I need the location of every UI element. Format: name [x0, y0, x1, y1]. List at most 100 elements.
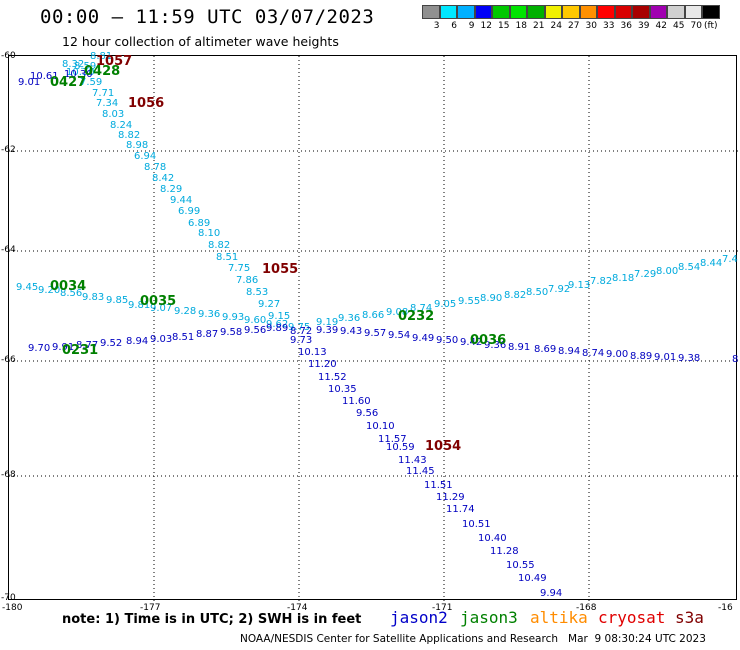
lower-track-swh-value: 8.94	[558, 346, 581, 357]
color-scale-label: 18	[515, 21, 527, 31]
upper-track-swh-value: 8.56	[60, 288, 83, 299]
jason-swh-value: 11.52	[318, 372, 347, 383]
s3a-swh-value: 10.30	[66, 67, 95, 78]
lower-track-swh-value: 9.52	[100, 338, 123, 349]
legend-altika: altika	[530, 608, 588, 627]
color-scale-label: 24	[550, 21, 562, 31]
upper-track-swh-value: 8.66	[362, 310, 385, 321]
color-scale-label: 45	[673, 21, 685, 31]
upper-track-swh-value: 7.82	[590, 276, 613, 287]
jason-swh-value: 11.43	[398, 455, 427, 466]
color-scale-swatch	[509, 5, 527, 19]
upper-track-swh-value: 9.05	[434, 299, 457, 310]
lower-track-swh-value: 9.03	[150, 334, 173, 345]
longitude-tick-label: -174	[287, 603, 308, 613]
legend-jason3: jason3	[460, 608, 518, 627]
lower-track-swh-value: 8.69	[534, 344, 557, 355]
color-scale-label: 6	[451, 21, 457, 31]
s3a-swh-value: 8.24	[110, 120, 133, 131]
upper-track-swh-value: 9.36	[198, 309, 221, 320]
lower-track-swh-value: 8.77	[76, 340, 99, 351]
s3a-swh-value: 8.32	[62, 59, 85, 70]
footer-credit: NOAA/NESDIS Center for Satellite Applica…	[240, 633, 706, 645]
color-scale-label: 9	[468, 21, 475, 31]
jason-swh-value: 9.73	[290, 335, 313, 346]
jason-swh-value: 10.51	[462, 519, 491, 530]
lower-track-swh-value: 9.50	[436, 335, 459, 346]
color-scale-unit: (ft)	[704, 21, 718, 31]
s3a-swh-value: 8.59	[74, 61, 97, 72]
upper-track-swh-value: 9.60	[244, 315, 267, 326]
map-title: 00:00 – 11:59 UTC 03/07/2023	[40, 6, 375, 28]
upper-track-swh-value: 7.92	[548, 284, 571, 295]
jason-swh-value: 9.94	[540, 588, 563, 599]
pass-time-1054: 1054	[425, 439, 462, 454]
jason-swh-value: 10.13	[298, 347, 327, 358]
color-scale-label: 3	[433, 21, 440, 31]
pass-time-1056: 1056	[128, 96, 165, 111]
s3a-swh-value: 6.99	[178, 206, 201, 217]
pass-time-0035: 0035	[140, 294, 177, 309]
s3a-swh-value: 9.01	[18, 77, 41, 88]
jason-swh-value: 10.55	[506, 560, 535, 571]
s3a-swh-value: 7.75	[228, 263, 251, 274]
upper-track-swh-value: 8.54	[678, 262, 701, 273]
pass-time-0427: 0427	[50, 75, 87, 90]
color-scale-labels: 3 6 9 12 15 18 21 24 27 30 33 36 39 42 45 70 (ft)	[422, 21, 726, 31]
color-scale-label: 36	[620, 21, 632, 31]
s3a-swh-value: 8.82	[118, 130, 141, 141]
upper-track-swh-value: 9.93	[222, 312, 245, 323]
legend-jason2: jason2	[390, 608, 448, 627]
color-scale-label: 15	[498, 21, 510, 31]
s3a-swh-value: 7.86	[236, 275, 259, 286]
s3a-swh-value: 6.89	[188, 218, 211, 229]
color-scale-label: 42	[655, 21, 667, 31]
color-scale-swatch	[667, 5, 685, 19]
s3a-swh-value: 8.78	[144, 162, 167, 173]
upper-track-swh-value: 9.75	[288, 322, 311, 333]
jason-swh-value: 11.51	[424, 480, 453, 491]
longitude-tick-label: -168	[576, 603, 597, 613]
color-scale-swatch	[579, 5, 597, 19]
color-scale-swatch	[527, 5, 545, 19]
lower-track-swh-value: 8.72	[290, 326, 313, 337]
color-scale-swatch	[474, 5, 492, 19]
upper-track-swh-value: 9.28	[174, 306, 197, 317]
lower-track-swh-value: 9.42	[460, 337, 483, 348]
s3a-swh-value: 6.94	[134, 151, 157, 162]
latitude-tick-label: -68	[1, 470, 16, 480]
upper-track-swh-value: 9.83	[82, 292, 105, 303]
color-scale-swatch	[649, 5, 667, 19]
upper-track-swh-value: 9.07	[150, 303, 173, 314]
s3a-swh-value: 8.82	[208, 240, 231, 251]
pass-time-0231: 0231	[62, 343, 99, 358]
jason-swh-value: 10.35	[328, 384, 357, 395]
s3a-swh-value: 10.61	[30, 71, 59, 82]
color-scale-swatch	[632, 5, 650, 19]
color-scale-swatch	[492, 5, 510, 19]
lower-track-swh-value: 9.00	[606, 349, 629, 360]
pass-time-0428: 0428	[84, 64, 121, 79]
s3a-swh-value: 7.59	[80, 77, 103, 88]
lower-track-swh-value: 9.57	[364, 328, 387, 339]
latitude-tick-label: -70	[1, 593, 16, 603]
lower-track-swh-value: 9.39	[316, 325, 339, 336]
color-scale-swatch	[597, 5, 615, 19]
lower-track-swh-value: 9.70	[28, 343, 51, 354]
s3a-swh-value: 9.27	[258, 299, 281, 310]
color-scale-label: 39	[638, 21, 650, 31]
color-scale-label: 70	[690, 21, 702, 31]
jason-swh-value: 11.45	[406, 466, 435, 477]
s3a-swh-value: 8.42	[152, 173, 175, 184]
s3a-swh-value: 8.29	[160, 184, 183, 195]
upper-track-swh-value: 9.45	[16, 282, 39, 293]
color-scale-swatch	[544, 5, 562, 19]
upper-track-swh-value: 8.00	[656, 266, 679, 277]
s3a-swh-value: 8.10	[198, 228, 221, 239]
s3a-swh-value: 7.34	[96, 98, 119, 109]
upper-track-swh-value: 8.74	[410, 303, 433, 314]
s3a-swh-value: 7.71	[92, 88, 115, 99]
lower-track-swh-value: 9.49	[412, 333, 435, 344]
upper-track-swh-value: 9.19	[316, 317, 339, 328]
upper-track-swh-value: 8.82	[504, 290, 527, 301]
